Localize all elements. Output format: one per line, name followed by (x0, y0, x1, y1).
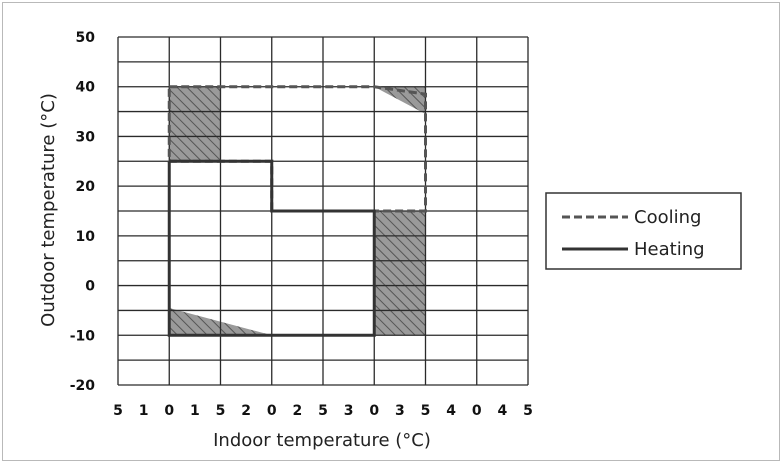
hatched-region-1 (169, 86, 221, 162)
x-tick-label: 3 (395, 403, 405, 419)
x-tick-label: 4 (446, 403, 456, 419)
x-tick-label: 2 (241, 403, 251, 419)
y-tick-label: 50 (76, 30, 96, 46)
y-tick-label: 30 (76, 129, 96, 145)
y-axis-title: Outdoor temperature (°C) (38, 93, 59, 327)
x-tick-label: 0 (369, 403, 379, 419)
y-tick-label: 20 (76, 179, 96, 195)
y-tick-label: -20 (70, 378, 96, 394)
legend-label-cooling: Cooling (634, 207, 701, 228)
legend: Cooling Heating (545, 192, 742, 270)
x-tick-label: 5 (216, 403, 226, 419)
x-tick-label: 0 (164, 403, 174, 419)
x-tick-label: 4 (498, 403, 508, 419)
x-axis-title: Indoor temperature (°C) (213, 430, 431, 451)
series-line-heating (167, 159, 376, 337)
legend-label-heating: Heating (634, 239, 705, 260)
x-tick-label: 5 (421, 403, 431, 419)
x-tick-label: 5 (113, 403, 123, 419)
y-tick-label: 10 (76, 229, 96, 245)
y-tick-label: 0 (85, 279, 95, 295)
x-tick-label: 3 (344, 403, 354, 419)
y-tick-label: -10 (70, 328, 96, 344)
x-tick-label: 1 (190, 403, 200, 419)
x-tick-label: 1 (139, 403, 149, 419)
x-tick-label: 0 (267, 403, 277, 419)
x-tick-label: 0 (472, 403, 482, 419)
legend-box (545, 192, 742, 270)
hatched-region-3 (374, 211, 426, 336)
y-tick-label: 40 (76, 80, 96, 96)
x-tick-label: 5 (318, 403, 328, 419)
x-tick-label: 2 (293, 403, 303, 419)
x-tick-label: 5 (523, 403, 533, 419)
chart-frame (2, 2, 780, 461)
